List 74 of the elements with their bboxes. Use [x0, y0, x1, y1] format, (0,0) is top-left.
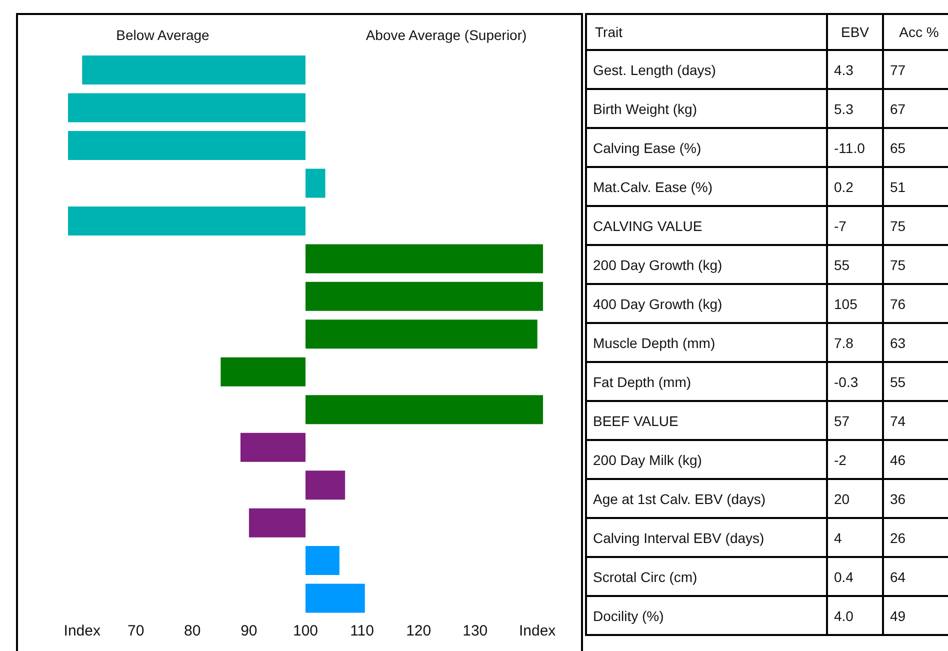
text: 55: [834, 256, 850, 272]
bar: [306, 282, 543, 311]
text: 7.8: [834, 334, 854, 350]
text: 67: [890, 100, 906, 116]
text: 76: [890, 296, 906, 312]
text: 4: [834, 530, 842, 546]
category-label: 200 Day Milk (kg): [593, 452, 702, 468]
bar: [248, 508, 306, 538]
text: Trait: [586, 14, 827, 50]
text: 5.3: [834, 100, 854, 116]
text: 65: [890, 140, 906, 156]
category-label: Muscle Depth (mm): [593, 334, 716, 350]
bar: [306, 395, 543, 424]
text: 77: [890, 62, 906, 78]
text: 74: [890, 412, 906, 428]
text: -11.0: [834, 140, 865, 156]
bar: [306, 320, 538, 349]
text: 46: [890, 452, 906, 468]
text: 105: [834, 296, 858, 312]
x-tick-label: Index: [518, 622, 556, 640]
text: 49: [890, 608, 906, 624]
text: 4.3: [834, 62, 854, 78]
x-tick-label: 120: [406, 622, 432, 640]
bar: [306, 584, 365, 613]
text: Above Average (Superior): [364, 27, 528, 43]
x-tick-label: 100: [292, 622, 318, 640]
x-tick-label: 110: [350, 622, 374, 640]
text: 63: [890, 334, 906, 350]
category-label: Mat.Calv. Ease (%): [593, 178, 713, 194]
text: Below Average: [115, 27, 210, 43]
text: 26: [890, 530, 906, 546]
text: 64: [890, 568, 906, 584]
text: 75: [890, 218, 906, 234]
text: 0.2: [834, 178, 854, 194]
text: -2: [834, 452, 846, 468]
bar: [68, 206, 306, 236]
category-label: Birth Weight (kg): [593, 100, 697, 116]
text: 20: [834, 490, 850, 506]
text: -7: [834, 218, 846, 234]
text: 0.4: [834, 568, 854, 584]
text: 55: [890, 374, 906, 390]
text: 36: [890, 490, 906, 506]
bar: [306, 244, 543, 274]
text: 4.0: [834, 608, 854, 624]
category-label: Calving Interval EBV (days): [593, 530, 764, 546]
bar: [306, 470, 346, 500]
category-label: 400 Day Growth (kg): [593, 296, 722, 312]
x-tick-label: 90: [240, 622, 258, 640]
x-tick-label: 80: [184, 622, 201, 640]
category-label: EBV: [827, 14, 883, 50]
category-label: Docility (%): [593, 608, 664, 624]
x-tick-label: 70: [128, 622, 144, 640]
category-label: Acc %: [883, 14, 948, 50]
bar: [306, 168, 326, 198]
bar: [68, 130, 306, 160]
bar: [68, 93, 306, 122]
text: 75: [890, 256, 906, 272]
category-label: CALVING VALUE: [593, 218, 702, 234]
bar: [82, 56, 306, 85]
category-label: Gest. Length (days): [593, 62, 716, 78]
category-label: Fat Depth (mm): [593, 374, 692, 390]
category-label: 200 Day Growth (kg): [593, 256, 722, 272]
x-tick-label: Index: [64, 622, 101, 640]
x-tick-label: 130: [462, 622, 488, 640]
bar: [240, 432, 306, 462]
category-label: Age at 1st Calv. EBV (days): [593, 490, 766, 506]
text: 51: [890, 178, 906, 194]
text: 57: [834, 412, 850, 428]
category-label: Calving Ease (%): [593, 140, 702, 156]
bar: [220, 357, 306, 386]
text: -0.3: [834, 374, 858, 390]
bar: [306, 546, 340, 576]
category-label: Scrotal Circ (cm): [593, 568, 698, 584]
category-label: BEEF VALUE: [593, 412, 678, 428]
